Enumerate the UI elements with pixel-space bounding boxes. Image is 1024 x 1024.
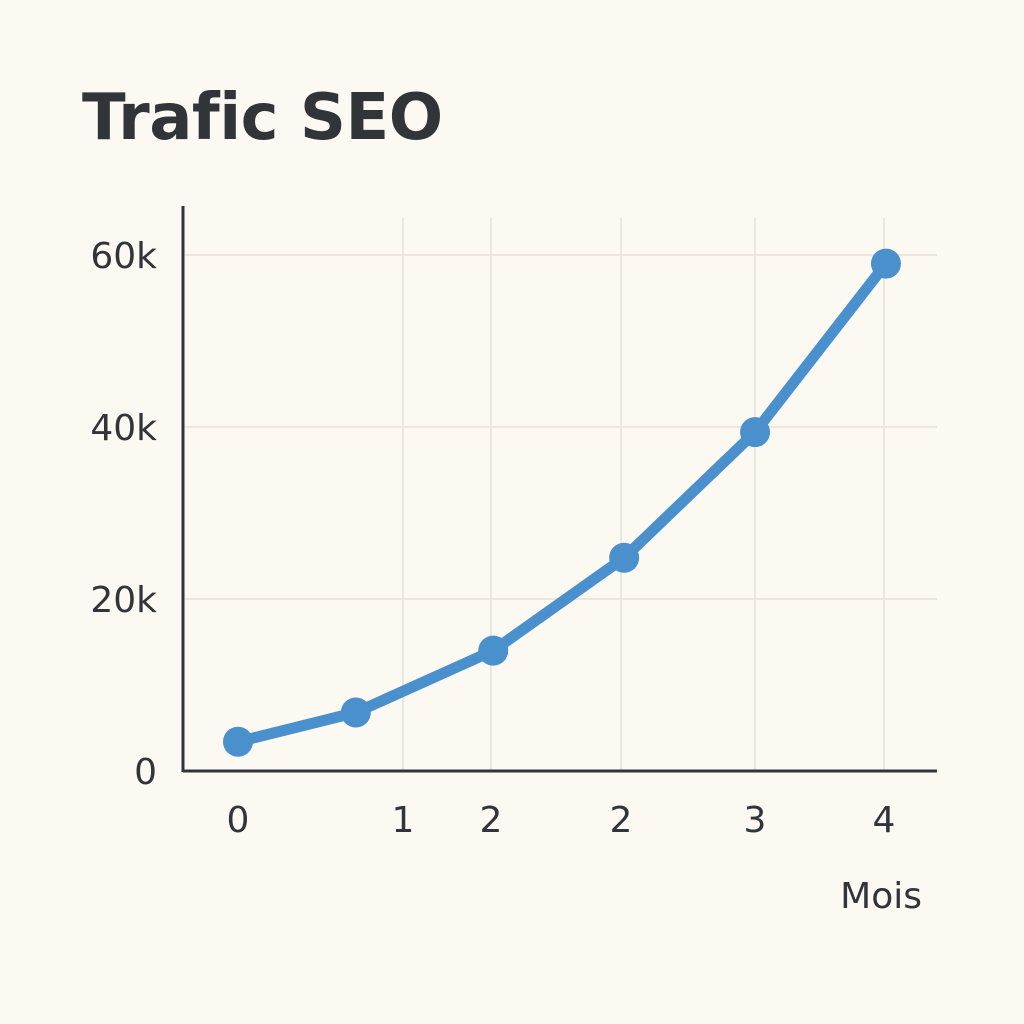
y-tick-label: 60k [90,236,157,277]
x-axis-title: Mois [840,876,922,917]
chart-title: Trafic SEO [82,81,443,155]
x-tick-label: 4 [873,800,896,841]
data-point [740,417,771,448]
x-tick-label: 0 [227,800,250,841]
x-tick-label: 3 [744,800,767,841]
data-point [223,726,253,757]
data-point [609,542,640,573]
y-tick-label: 20k [90,580,157,621]
axes [181,206,937,773]
y-tick-label: 0 [134,752,157,793]
series-line [232,258,892,748]
x-tick-labels: 0 1 2 2 3 4 [227,800,896,841]
y-tick-labels: 0 20k 40k 60k [90,236,157,793]
series-layer [223,248,901,757]
x-tick-label: 2 [610,800,633,841]
y-tick-label: 40k [90,408,157,449]
data-point [870,248,901,279]
x-tick-label: 1 [392,800,415,841]
grid-lines [183,218,937,771]
data-point [478,635,509,666]
data-point [340,697,371,728]
x-tick-label: 2 [480,800,503,841]
